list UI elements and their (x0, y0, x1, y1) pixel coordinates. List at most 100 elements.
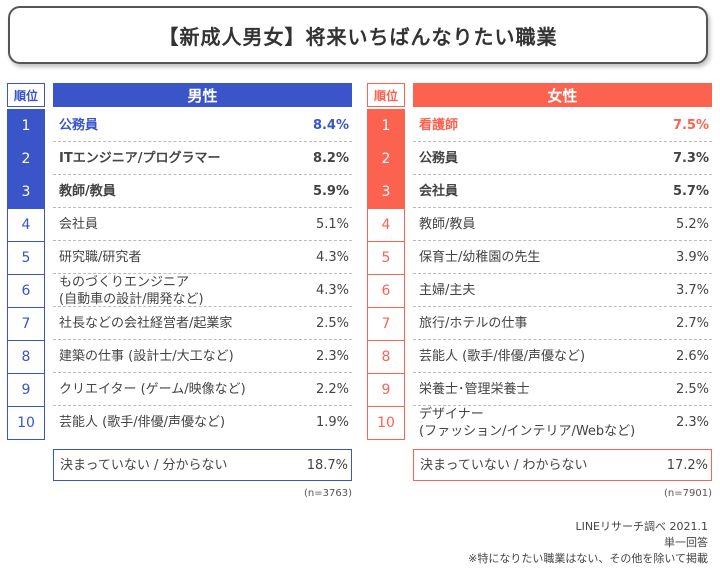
ranking-row: クリエイター (ゲーム/映像など) 2.2% (53, 373, 352, 406)
ranking-row: 芸能人 (歌手/俳優/声優など) 2.6% (413, 340, 712, 373)
undecided-label: 決まっていない / わからない (420, 457, 588, 473)
ranking-row: ITエンジニア/プログラマー 8.2% (53, 142, 352, 175)
percentage-value: 1.9% (315, 415, 349, 430)
ranking-row: 研究職/研究者 4.3% (53, 241, 352, 274)
rank-cell: 9 (368, 373, 404, 406)
percentage-value: 8.2% (312, 151, 349, 166)
rank-cell: 5 (368, 241, 404, 274)
occupation-label: ITエンジニア/プログラマー (59, 151, 221, 166)
ranking-row: 保育士/幼稚園の先生 3.9% (413, 241, 712, 274)
percentage-value: 7.3% (672, 151, 709, 166)
occupation-label: ものづくりエンジニア (自動車の設計/開発など) (59, 274, 204, 307)
rank-cell: 4 (368, 208, 404, 241)
percentage-value: 8.4% (312, 118, 349, 133)
rank-cell: 9 (8, 373, 44, 406)
occupation-label: 建築の仕事 (設計士/大工など) (59, 349, 234, 364)
occupation-label: 旅行/ホテルの仕事 (419, 316, 528, 331)
occupation-label: 教師/教員 (59, 184, 116, 199)
percentage-value: 3.9% (675, 250, 709, 265)
percentage-value: 4.3% (315, 283, 349, 298)
ranking-row: ものづくりエンジニア (自動車の設計/開発など) 4.3% (53, 274, 352, 307)
percentage-value: 7.5% (672, 118, 709, 133)
rank-cell: 7 (368, 307, 404, 340)
rank-cell: 4 (8, 208, 44, 241)
percentage-value: 5.7% (672, 184, 709, 199)
undecided-row: 決まっていない / 分からない 18.7% (53, 449, 352, 481)
percentage-value: 2.6% (675, 349, 709, 364)
occupation-label: デザイナー (ファッション/インテリア/Webなど) (419, 406, 636, 439)
rank-cell: 3 (8, 175, 44, 208)
rank-cell: 5 (8, 241, 44, 274)
ranking-row: 建築の仕事 (設計士/大工など) 2.3% (53, 340, 352, 373)
ranking-row: 看護師 7.5% (413, 109, 712, 142)
undecided-label: 決まっていない / 分からない (60, 457, 228, 473)
percentage-value: 5.9% (312, 184, 349, 199)
occupation-label: 看護師 (419, 118, 459, 133)
rank-cell: 1 (8, 109, 44, 142)
gender-header: 男性 (53, 83, 352, 107)
occupation-label: 保育士/幼稚園の先生 (419, 250, 541, 265)
page-title: 【新成人男女】将来いちばんなりたい職業 (158, 24, 558, 49)
ranking-row: 会社員 5.1% (53, 208, 352, 241)
rank-cell: 2 (368, 142, 404, 175)
ranking-row: 芸能人 (歌手/俳優/声優など) 1.9% (53, 406, 352, 439)
ranking-row: 主婦/主夫 3.7% (413, 274, 712, 307)
ranking-row: デザイナー (ファッション/インテリア/Webなど) 2.3% (413, 406, 712, 439)
percentage-value: 2.5% (675, 382, 709, 397)
percentage-value: 2.3% (315, 349, 349, 364)
title-box: 【新成人男女】将来いちばんなりたい職業 (8, 6, 708, 64)
ranking-row: 社長などの会社経営者/起業家 2.5% (53, 307, 352, 340)
rank-cell: 10 (8, 406, 44, 439)
ranking-row: 公務員 8.4% (53, 109, 352, 142)
rank-header: 順位 (7, 83, 45, 107)
percentage-value: 5.2% (675, 217, 709, 232)
undecided-value: 18.7% (306, 457, 348, 473)
occupation-label: 公務員 (59, 118, 99, 133)
ranking-row: 会社員 5.7% (413, 175, 712, 208)
sample-size: (n=7901) (664, 488, 712, 499)
percentage-value: 5.1% (315, 217, 349, 232)
gender-header: 女性 (413, 83, 712, 107)
occupation-label: 会社員 (59, 217, 99, 232)
occupation-label: 栄養士･管理栄養士 (419, 382, 530, 397)
ranking-row: 教師/教員 5.9% (53, 175, 352, 208)
rank-cell: 6 (8, 274, 44, 307)
rank-column: 順位 1 2 3 4 5 6 7 8 9 10 (7, 83, 45, 440)
ranking-list: 男性公務員 8.4% ITエンジニア/プログラマー 8.2% 教師/教員 5.9% 会社員 5… (53, 83, 352, 430)
ranking-row: 旅行/ホテルの仕事 2.7% (413, 307, 712, 340)
ranking-list: 女性看護師 7.5% 公務員 7.3% 会社員 5.7% 教師/教員 5.2% 保育士/幼稚園の… (413, 83, 712, 439)
ranking-row: 公務員 7.3% (413, 142, 712, 175)
percentage-value: 2.2% (315, 382, 349, 397)
rank-cell: 10 (368, 406, 404, 439)
occupation-label: 公務員 (419, 151, 459, 166)
rank-column: 順位 1 2 3 4 5 6 7 8 9 10 (367, 83, 405, 440)
source-note: LINEリサーチ調べ 2021.1 (575, 520, 708, 533)
occupation-label: 芸能人 (歌手/俳優/声優など) (419, 349, 586, 364)
percentage-value: 4.3% (315, 250, 349, 265)
undecided-row: 決まっていない / わからない 17.2% (413, 449, 712, 481)
sample-size: (n=3763) (304, 488, 352, 499)
undecided-value: 17.2% (666, 457, 708, 473)
rank-cell: 2 (8, 142, 44, 175)
occupation-label: クリエイター (ゲーム/映像など) (59, 382, 246, 397)
occupation-label: 会社員 (419, 184, 459, 199)
occupation-label: 社長などの会社経営者/起業家 (59, 316, 233, 331)
exclusion-note: ※特になりたい職業はない、その他を除いて掲載 (468, 552, 708, 565)
occupation-label: 教師/教員 (419, 217, 476, 232)
occupation-label: 研究職/研究者 (59, 250, 142, 265)
rank-cell: 3 (368, 175, 404, 208)
rank-cell: 8 (8, 340, 44, 373)
rank-cell: 8 (368, 340, 404, 373)
ranking-row: 栄養士･管理栄養士 2.5% (413, 373, 712, 406)
percentage-value: 3.7% (675, 283, 709, 298)
rank-cell: 6 (368, 274, 404, 307)
rank-header: 順位 (367, 83, 405, 107)
percentage-value: 2.7% (675, 316, 709, 331)
occupation-label: 主婦/主夫 (419, 283, 476, 298)
percentage-value: 2.5% (315, 316, 349, 331)
percentage-value: 2.3% (675, 415, 709, 430)
ranking-row: 教師/教員 5.2% (413, 208, 712, 241)
occupation-label: 芸能人 (歌手/俳優/声優など) (59, 415, 226, 430)
method-note: 単一回答 (664, 536, 708, 549)
rank-cell: 1 (368, 109, 404, 142)
